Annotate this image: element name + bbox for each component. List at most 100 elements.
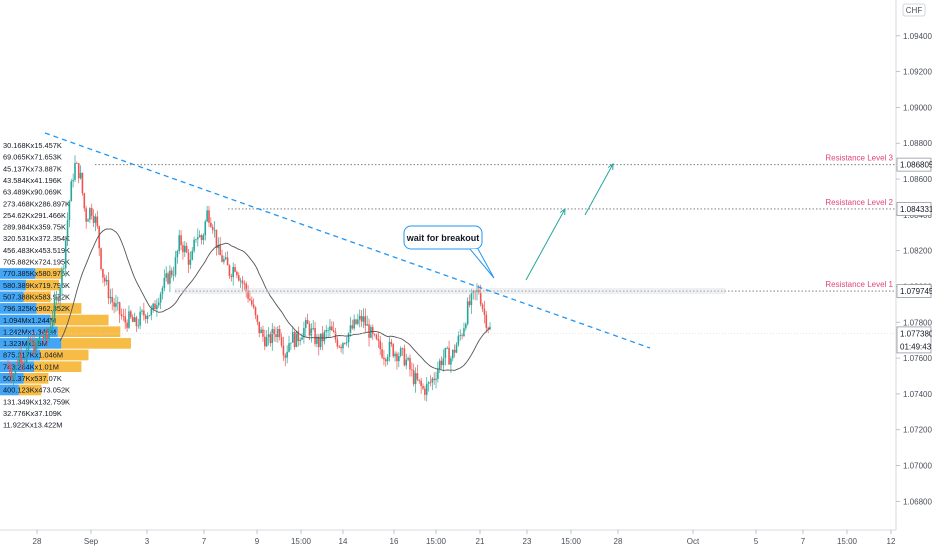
- candle-body: [61, 269, 63, 288]
- resistance-zone[interactable]: [174, 288, 726, 294]
- candle-body: [120, 314, 123, 316]
- x-tick-label: 5: [754, 537, 759, 546]
- candle-body: [170, 270, 173, 276]
- candle-body: [27, 339, 30, 350]
- candle-body: [249, 298, 251, 301]
- candle-body: [394, 353, 396, 357]
- candle-body: [139, 311, 141, 326]
- candle-body: [206, 210, 208, 222]
- candle-body: [342, 343, 344, 349]
- candle-body: [176, 250, 179, 258]
- vp-bar-blue: [0, 279, 26, 291]
- candle-body: [411, 369, 413, 371]
- candle-body: [291, 332, 294, 343]
- candle-body: [461, 335, 463, 337]
- candle-body: [401, 348, 404, 350]
- annotations: wait for breakout: [44, 132, 651, 349]
- candle-body: [197, 237, 199, 240]
- x-tick-label: 9: [255, 537, 260, 546]
- vp-bar-yellow: [35, 268, 63, 279]
- candle-body: [107, 279, 110, 299]
- candle-body: [383, 357, 385, 360]
- vp-row-label: 11.922Kx13.422M: [3, 421, 62, 430]
- candle-body: [481, 304, 484, 309]
- vp-row-label: 796.325Kx962.352K: [3, 304, 70, 313]
- candle-body: [373, 333, 376, 335]
- candle-body: [451, 349, 454, 359]
- candle-body: [118, 302, 121, 315]
- price-tag-resistance-1-bg: [896, 284, 932, 298]
- target-arrow[interactable]: [584, 163, 614, 216]
- candle-body: [455, 344, 458, 353]
- y-tick-label: 1.068000: [903, 497, 932, 506]
- vp-row-label: 1.094Mx1.244M: [3, 316, 56, 325]
- candle-body: [379, 340, 382, 350]
- candle-body: [420, 380, 422, 386]
- candle-body: [422, 385, 424, 389]
- candle-body: [193, 239, 195, 251]
- vp-bar-blue: [0, 268, 36, 279]
- candle-body: [306, 320, 309, 324]
- candle-body: [304, 320, 307, 329]
- currency-badge[interactable]: [902, 3, 926, 17]
- x-tick-label: 15:00: [291, 537, 312, 546]
- candle-body: [57, 296, 60, 301]
- candle-body: [381, 349, 383, 358]
- trendline[interactable]: [44, 132, 651, 349]
- candle-body: [50, 326, 52, 332]
- vp-row-label: 32.776Kx37.109K: [3, 409, 62, 418]
- candle-body: [83, 193, 86, 209]
- candle-body: [183, 245, 186, 253]
- y-tick-label: 1.086000: [903, 175, 932, 184]
- candle-body: [474, 290, 476, 293]
- vp-row-label: 456.483Kx453.519K: [3, 246, 70, 255]
- candle-body: [362, 316, 365, 322]
- vp-bar-blue: [0, 303, 37, 314]
- moving-average: [59, 228, 491, 371]
- vp-row-label: 273.468Kx286.897K: [3, 199, 70, 208]
- candle-body: [465, 324, 467, 329]
- candle-body: [403, 348, 406, 366]
- resistance-lines: Resistance Level 3 Resistance Level 2 Resi…: [95, 154, 896, 294]
- candle-body: [368, 324, 370, 338]
- candle-body: [169, 270, 171, 284]
- candle-body: [178, 235, 181, 251]
- candle-body: [470, 293, 473, 306]
- y-tick-label: 1.078000: [903, 318, 932, 327]
- candle-body: [489, 326, 491, 329]
- vp-bar-yellow: [23, 291, 51, 303]
- candle-body: [103, 277, 106, 282]
- x-tick-label: 12: [887, 537, 896, 546]
- y-tick-label: 1.082000: [903, 247, 932, 256]
- vp-bar-yellow: [25, 279, 59, 291]
- candle-body: [265, 337, 268, 347]
- candle-body: [219, 244, 221, 256]
- candle-body: [425, 383, 428, 395]
- candle-body: [46, 331, 48, 339]
- moving-average-line: [59, 228, 491, 371]
- vp-bar-blue: [0, 338, 62, 349]
- x-tick-label: 16: [390, 537, 399, 546]
- target-arrow[interactable]: [525, 208, 566, 281]
- candle-body: [366, 324, 368, 326]
- vp-bar-blue: [0, 314, 51, 326]
- vp-bar-blue: [0, 326, 58, 338]
- candle-body: [405, 359, 408, 366]
- candle-body: [275, 334, 277, 338]
- callout-text: wait for breakout: [406, 233, 480, 243]
- candle-body: [141, 310, 143, 312]
- candle-body: [128, 311, 130, 328]
- candle-body: [68, 201, 71, 221]
- candle-body: [59, 287, 61, 301]
- candle-body: [215, 229, 218, 249]
- candle-body: [10, 372, 13, 379]
- candle-body: [154, 303, 156, 310]
- vp-bar-yellow: [50, 314, 109, 326]
- candle-body: [211, 226, 214, 230]
- candle-body: [329, 326, 331, 331]
- callout-box[interactable]: [403, 225, 483, 250]
- candle-body: [444, 348, 447, 358]
- price-tag-resistance-2: 1.084331: [900, 205, 932, 214]
- candle-body: [278, 329, 281, 338]
